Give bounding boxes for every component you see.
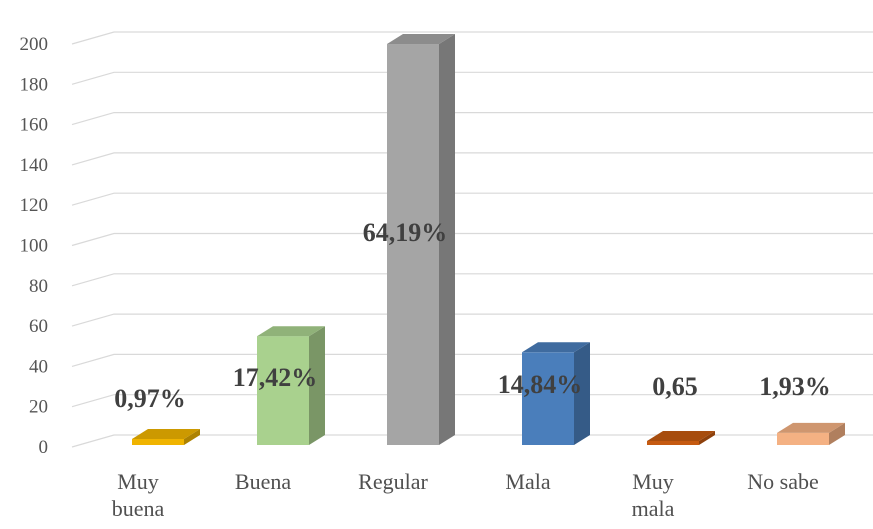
bar-top — [132, 428, 200, 439]
x-tick-label: Mala — [505, 469, 551, 494]
grid-line — [71, 394, 873, 408]
grid-line — [71, 192, 873, 206]
bar-top — [647, 430, 715, 441]
bar-top — [777, 422, 845, 433]
y-tick-label: 40 — [29, 356, 48, 377]
grid-line — [71, 232, 873, 247]
bar-front — [522, 352, 574, 445]
y-tick-label: 20 — [29, 397, 48, 418]
bar-front — [777, 432, 829, 445]
y-tick-label: 200 — [20, 34, 49, 55]
grid-line — [71, 71, 873, 85]
bar-side — [829, 422, 845, 445]
x-tick-label: Muy buena — [111, 469, 165, 521]
y-tick-label: 140 — [20, 155, 49, 176]
y-tick-label: 180 — [20, 74, 49, 95]
bar-front — [387, 44, 439, 445]
y-tick-label: 80 — [29, 276, 48, 297]
bar-side — [574, 342, 590, 445]
bar-top — [257, 326, 325, 337]
bar-front — [132, 438, 184, 445]
y-tick-label: 120 — [20, 195, 49, 216]
y-tick-label: 160 — [20, 115, 49, 136]
bar-side — [184, 428, 200, 445]
y-tick-label: 60 — [29, 316, 48, 337]
y-tick-label: 100 — [20, 236, 49, 257]
grid-line — [71, 31, 873, 45]
bar-top — [522, 342, 590, 353]
grid-line — [71, 111, 873, 126]
bar-front — [647, 440, 699, 445]
grid-line — [71, 273, 873, 287]
data-label: 1,93% — [759, 372, 831, 401]
data-label: 0,97% — [114, 384, 186, 413]
y-tick-label: 0 — [39, 437, 49, 458]
x-tick-label: Buena — [234, 469, 292, 494]
bar-side — [439, 34, 455, 445]
grid-line — [71, 152, 873, 166]
grid-line — [71, 313, 873, 327]
data-label: 0,65 — [652, 372, 698, 401]
x-tick-label: Muy mala — [631, 469, 675, 521]
data-label: 64,19% — [363, 218, 448, 247]
x-tick-label: No sabe — [747, 469, 819, 494]
data-label: 14,84% — [498, 370, 583, 399]
bar-side — [699, 430, 715, 445]
grid-line — [71, 353, 873, 367]
x-tick-label: Regular — [358, 469, 428, 494]
bar-front — [257, 336, 309, 445]
grid-line — [71, 434, 873, 448]
data-label: 17,42% — [233, 363, 318, 392]
bar-top — [387, 34, 455, 45]
bar-side — [309, 326, 325, 445]
